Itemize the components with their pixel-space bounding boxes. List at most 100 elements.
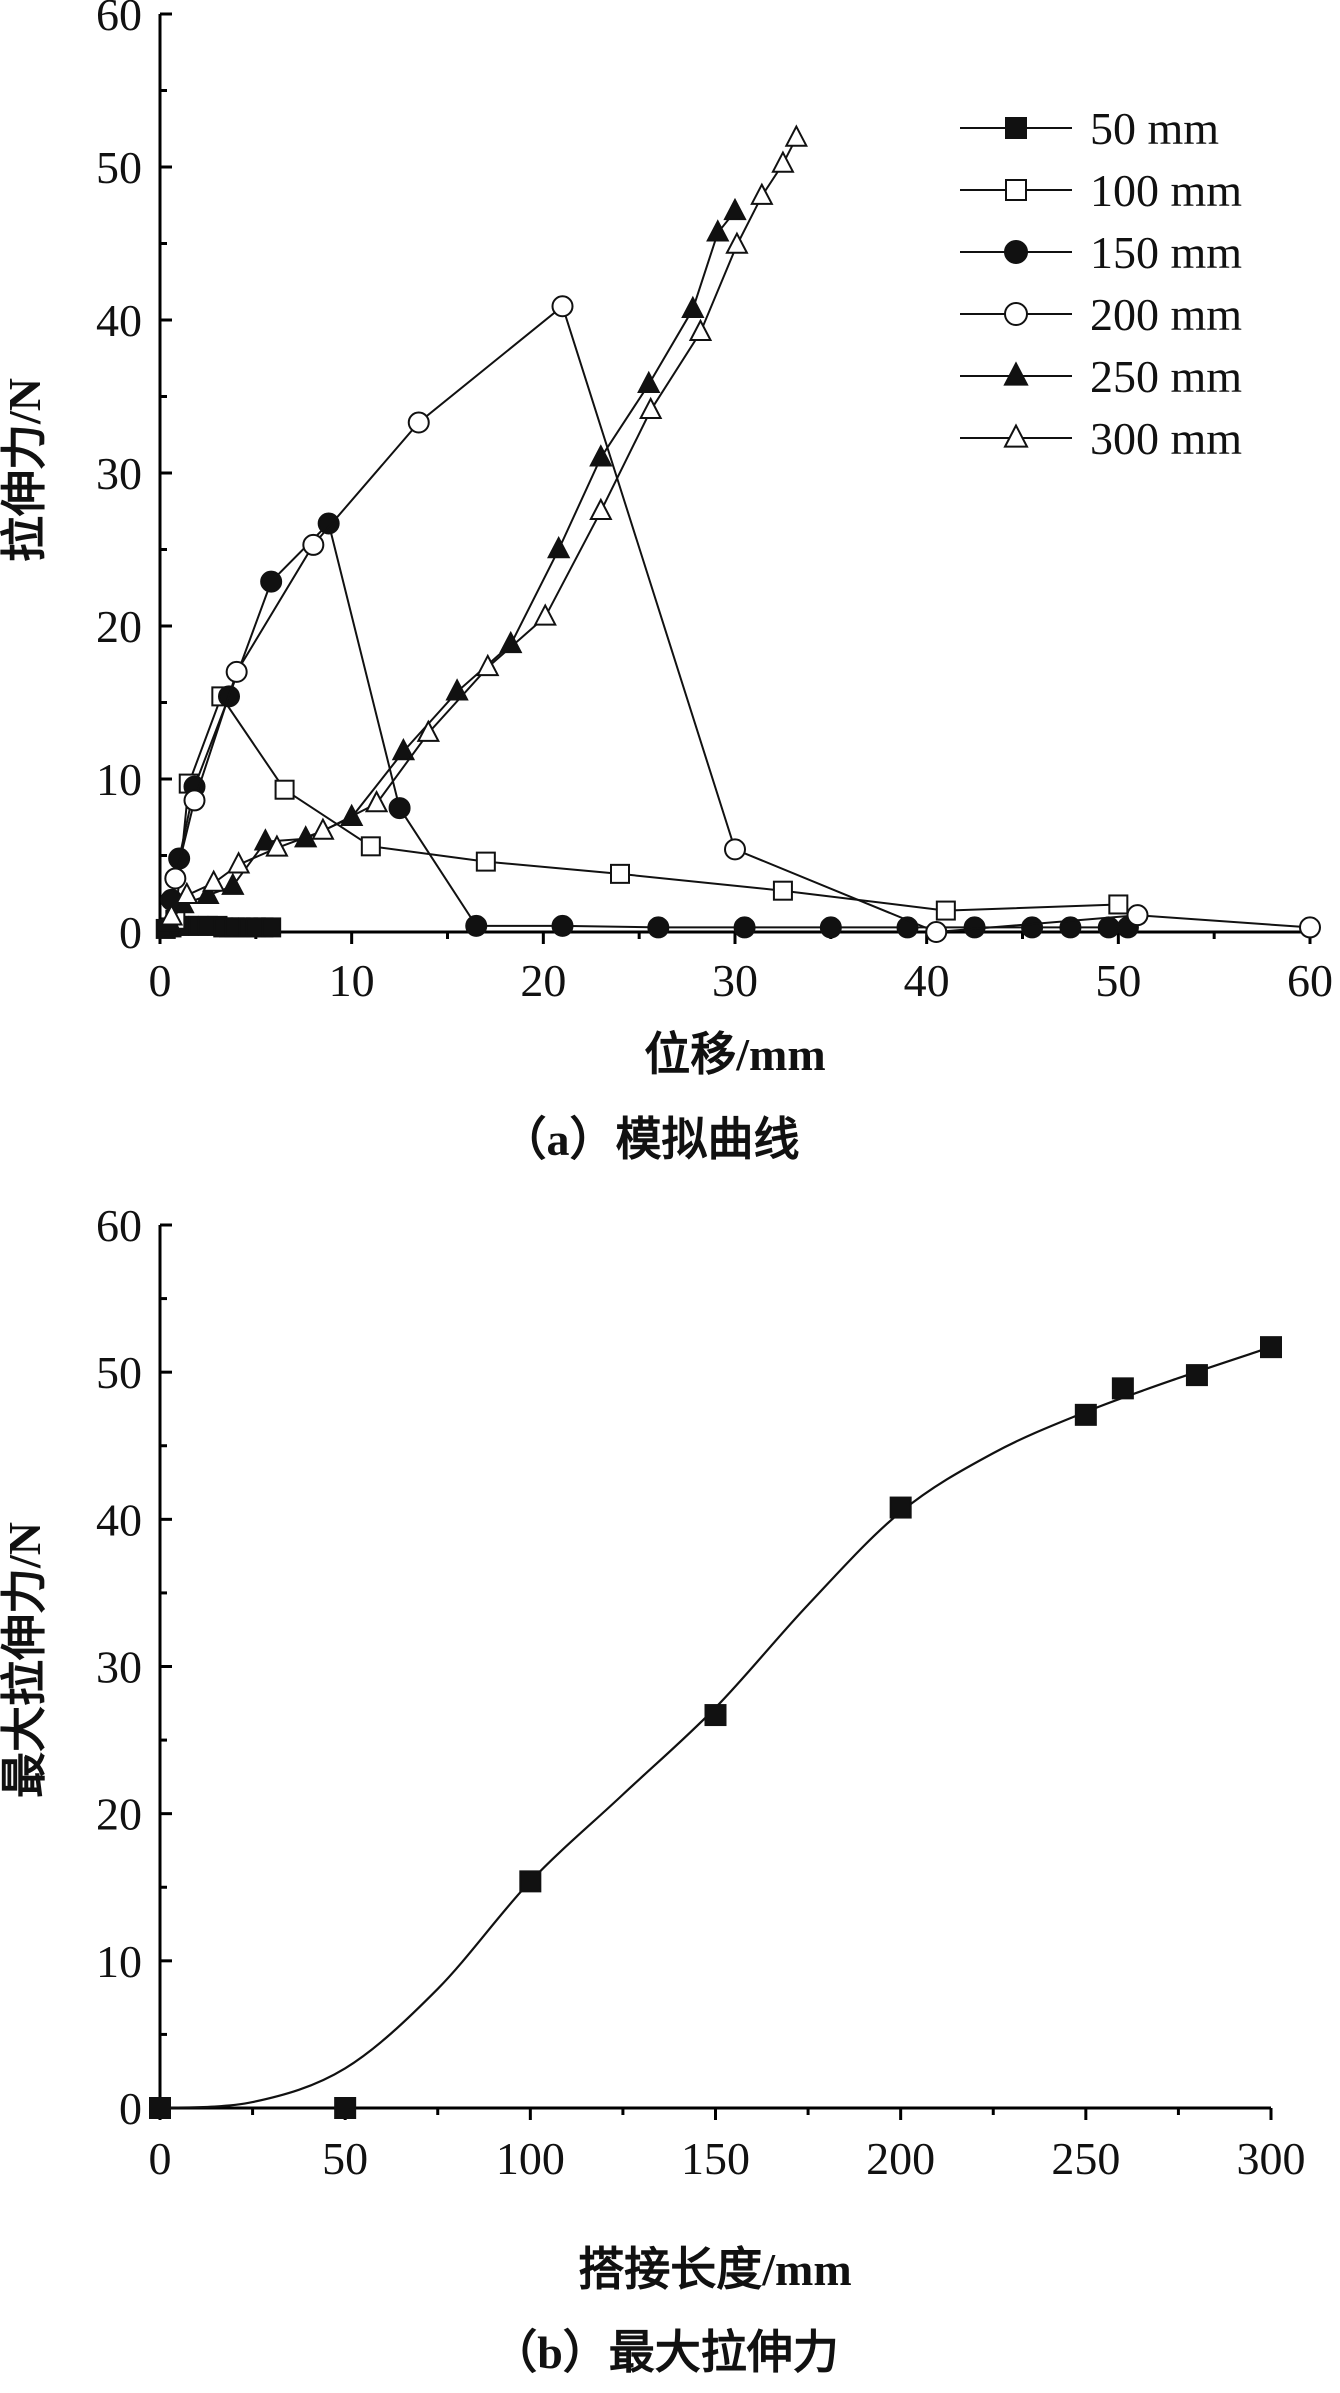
chart-a-data-point	[935, 900, 956, 921]
chart-b-data-point	[519, 1870, 542, 1893]
chart-b-series	[149, 1336, 1282, 2119]
chart-a-data-point	[159, 903, 184, 926]
chart-a-data-point	[750, 182, 774, 205]
chart-a-data-point	[1299, 916, 1321, 939]
chart-a-y-axis-title: 拉伸力/N	[0, 378, 50, 562]
chart-b-fit-curve	[159, 1346, 1272, 2110]
chart-b-y-axis-title: 最大拉伸力/N	[0, 1522, 50, 1798]
chart-a-x-tick-label: 40	[904, 955, 950, 1006]
chart-b-data-point	[704, 1704, 727, 1727]
chart-a-x-tick-label: 60	[1287, 955, 1333, 1006]
chart-a-series-line	[174, 694, 1119, 920]
legend-label: 150 mm	[1090, 227, 1242, 278]
chart-a-plot: 0 10 20 30 40 50 60 0 10 20 30 40 50 60 50 mm 100 mm 15…	[0, 0, 1333, 1165]
chart-a-data-point	[1108, 894, 1129, 915]
chart-a-data-point	[784, 124, 808, 147]
chart-a-series-group	[160, 512, 1139, 939]
chart-a-data-point	[771, 150, 795, 173]
legend-label: 250 mm	[1090, 351, 1242, 402]
chart-a-data-point	[311, 817, 335, 840]
chart-a-data-point	[253, 828, 278, 851]
chart-a-data-point	[225, 660, 248, 683]
chart-a-data-point	[445, 678, 469, 701]
chart-a-x-tick-label: 0	[149, 955, 172, 1006]
chart-a-data-point	[391, 737, 416, 761]
chart-a-data-point	[465, 914, 488, 937]
legend-label: 200 mm	[1090, 289, 1242, 340]
chart-a-data-point	[589, 444, 613, 467]
chart-a-y-tick-label: 60	[96, 0, 142, 40]
chart-a-data-point	[175, 881, 199, 905]
chart-b-data-point	[149, 2097, 171, 2119]
chart-a-y-tick-label: 0	[119, 907, 142, 958]
legend-marker	[1004, 240, 1028, 264]
chart-a-y-tick-label: 40	[96, 295, 142, 346]
chart-a-ticks: 0 10 20 30 40 50 60 0 10 20 30 40 50 60	[96, 0, 1333, 1006]
chart-a-data-point	[475, 851, 496, 872]
chart-a-data-point	[589, 497, 613, 521]
chart-a-data-point	[772, 880, 793, 901]
chart-a-data-point	[202, 869, 226, 892]
chart-b-data-point	[1074, 1403, 1097, 1426]
chart-b-y-tick-label: 60	[96, 1200, 142, 1251]
chart-a-series-group	[157, 197, 747, 932]
chart-a-data-point	[261, 917, 282, 938]
chart-a-data-point	[725, 231, 749, 254]
chart-a-data-point	[688, 318, 713, 342]
chart-b-y-tick-label: 10	[96, 1936, 142, 1987]
chart-a-series-line	[174, 304, 1311, 934]
chart-a-y-tick-label: 10	[96, 754, 142, 805]
chart-a-x-tick-label: 10	[329, 955, 375, 1006]
legend-label: 300 mm	[1090, 413, 1242, 464]
chart-a-data-point	[1097, 916, 1120, 939]
chart-b-y-tick-label: 0	[119, 2083, 142, 2134]
chart-a-data-point	[265, 834, 289, 857]
chart-b-x-axis-title: 搭接长度/mm	[578, 2244, 851, 2295]
chart-a-data-point	[183, 789, 206, 812]
chart-a-caption: （a）模拟曲线	[501, 1114, 800, 1165]
chart-b-x-tick-label: 200	[866, 2133, 935, 2184]
chart-a-series-line	[168, 210, 736, 924]
chart-a-data-point	[610, 863, 630, 884]
chart-b-x-tick-label: 250	[1051, 2133, 1120, 2184]
chart-a-data-point	[407, 411, 430, 434]
legend-marker	[1004, 302, 1028, 326]
chart-a-data-point	[733, 916, 756, 939]
chart-a-data-point	[681, 295, 705, 319]
chart-a-series-group	[159, 124, 808, 926]
chart-b-data-point	[889, 1496, 912, 1519]
legend-marker	[1005, 117, 1027, 139]
chart-b-data-point	[1260, 1336, 1282, 1359]
chart-a-data-point	[360, 836, 381, 857]
chart-a-data-point	[499, 630, 523, 654]
chart-a-y-tick-label: 30	[96, 448, 142, 499]
chart-a-data-point	[476, 653, 500, 677]
chart-b-ticks: 0 50 100 150 200 250 300 0 10 20 30 40 50 60	[96, 1200, 1306, 2184]
chart-a-x-tick-label: 20	[520, 955, 566, 1006]
chart-a-data-point	[274, 779, 295, 800]
chart-a-data-point	[302, 533, 325, 556]
legend-label: 100 mm	[1090, 165, 1242, 216]
chart-b-x-tick-label: 0	[149, 2133, 172, 2184]
chart-a-data-point	[1021, 916, 1044, 939]
chart-a-data-point	[639, 396, 663, 420]
chart-a-data-point	[1059, 916, 1082, 939]
chart-b-y-tick-label: 20	[96, 1789, 142, 1840]
chart-b-y-tick-label: 30	[96, 1642, 142, 1693]
chart-a-y-tick-label: 50	[96, 142, 142, 193]
chart-a-data-point	[723, 197, 747, 221]
chart-a-data-point	[724, 838, 746, 861]
chart-a-series-line	[170, 137, 798, 918]
chart-a-data-point	[1126, 904, 1149, 927]
chart-a-data-point	[317, 512, 340, 535]
chart-a-y-tick-label: 20	[96, 601, 142, 652]
chart-a-data-point	[647, 916, 670, 939]
chart-b-data-point	[1185, 1364, 1208, 1387]
chart-a-data-point	[364, 789, 389, 813]
chart-a-x-tick-label: 30	[712, 955, 758, 1006]
chart-b-x-tick-label: 100	[496, 2133, 565, 2184]
chart-b-y-tick-label: 40	[96, 1494, 142, 1545]
chart-a-legend: 50 mm 100 mm 150 mm 200 mm 250 mm 300 mm	[960, 103, 1242, 464]
legend-marker	[1005, 179, 1027, 201]
